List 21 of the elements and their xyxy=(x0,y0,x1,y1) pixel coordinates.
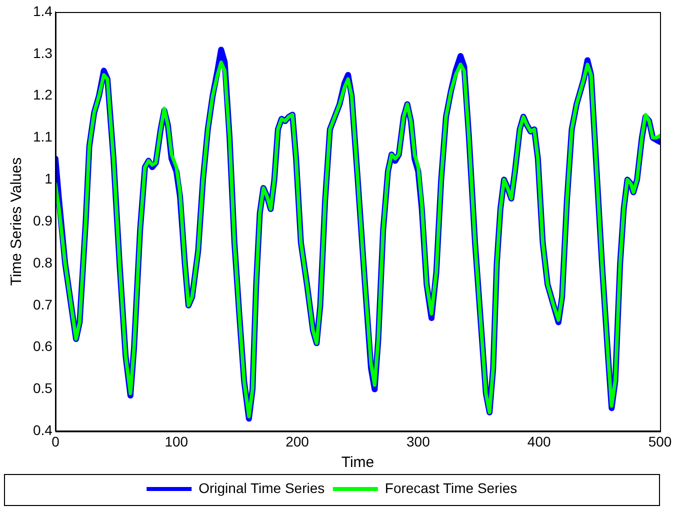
x-axis-title: Time xyxy=(341,454,374,472)
x-tick-label: 500 xyxy=(648,433,672,450)
legend-label: Original Time Series xyxy=(198,480,325,496)
y-tick-label: 0.5 xyxy=(32,380,53,396)
legend-label: Forecast Time Series xyxy=(384,480,518,496)
x-tick-label: 200 xyxy=(286,433,310,450)
y-tick-label: 1 xyxy=(44,170,53,187)
y-tick-label: 1.2 xyxy=(32,86,53,103)
x-tick-label: 300 xyxy=(406,433,430,450)
y-tick-label: 0.8 xyxy=(32,254,53,270)
y-tick-label: 0.9 xyxy=(32,212,53,228)
y-tick-label: 0.6 xyxy=(32,338,53,354)
y-axis-title: Time Series Values xyxy=(8,157,26,286)
x-tick-label: 400 xyxy=(527,433,551,450)
y-tick-label: 1.1 xyxy=(32,128,53,145)
x-tick-label: 100 xyxy=(164,433,188,450)
y-tick-label: 1.3 xyxy=(32,44,53,61)
x-tick-label: 0 xyxy=(52,433,60,450)
y-tick-label: 1.4 xyxy=(32,2,53,19)
y-tick-label: 0.4 xyxy=(32,422,53,438)
y-tick-label: 0.7 xyxy=(32,296,53,312)
